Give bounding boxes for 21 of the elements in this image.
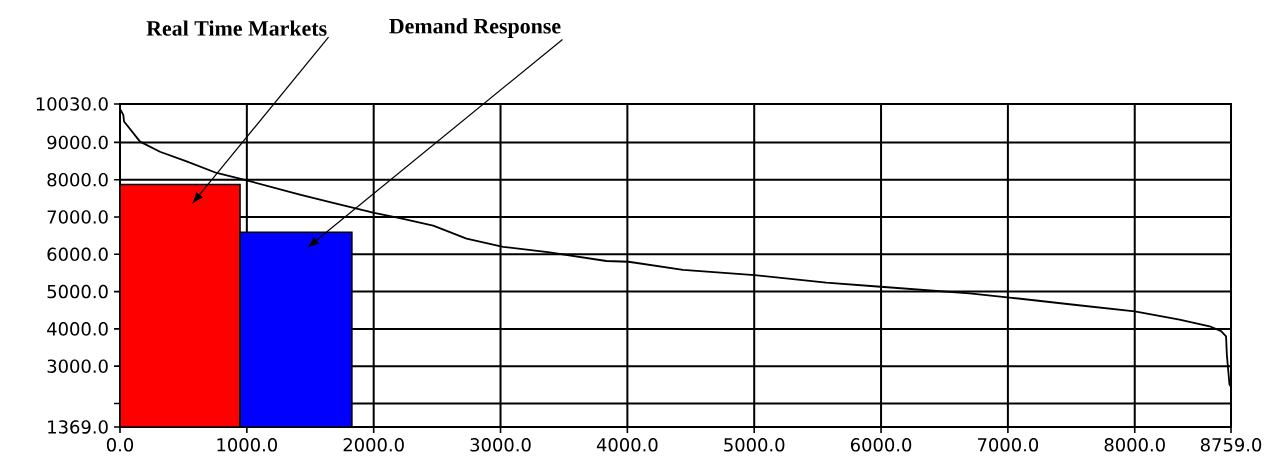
x-tick-label: 2000.0: [343, 438, 404, 452]
y-tick-label: 1369.0: [48, 420, 108, 434]
y-tick-label: 8000.0: [47, 172, 108, 187]
x-tick-label: 8759.0: [1200, 438, 1262, 452]
text: Demand Response: [389, 18, 561, 39]
y-tick-label: 3000.0: [47, 359, 108, 373]
x-tick-label: 8000.0: [1104, 438, 1165, 452]
y-tick-label: 5000.0: [47, 284, 108, 299]
x-tick-label: 7000.0: [977, 438, 1039, 452]
x-tick-label: 6000.0: [850, 438, 912, 452]
y-tick-label: 7000.0: [47, 210, 108, 224]
y-tick-label: 10030.0: [36, 97, 108, 111]
x-tick-label: 3000.0: [470, 438, 531, 452]
x-tick-label: 5000.0: [724, 438, 785, 452]
x-tick-label: 1000.0: [217, 438, 278, 452]
y-tick-label: 4000.0: [47, 322, 108, 336]
x-tick-label: 0.0: [106, 438, 134, 452]
x-tick-label: 4000.0: [596, 438, 658, 452]
y-tick-label: 6000.0: [47, 247, 108, 262]
y-tick-label: 9000.0: [47, 135, 108, 150]
text: Real Time Markets: [146, 20, 327, 36]
